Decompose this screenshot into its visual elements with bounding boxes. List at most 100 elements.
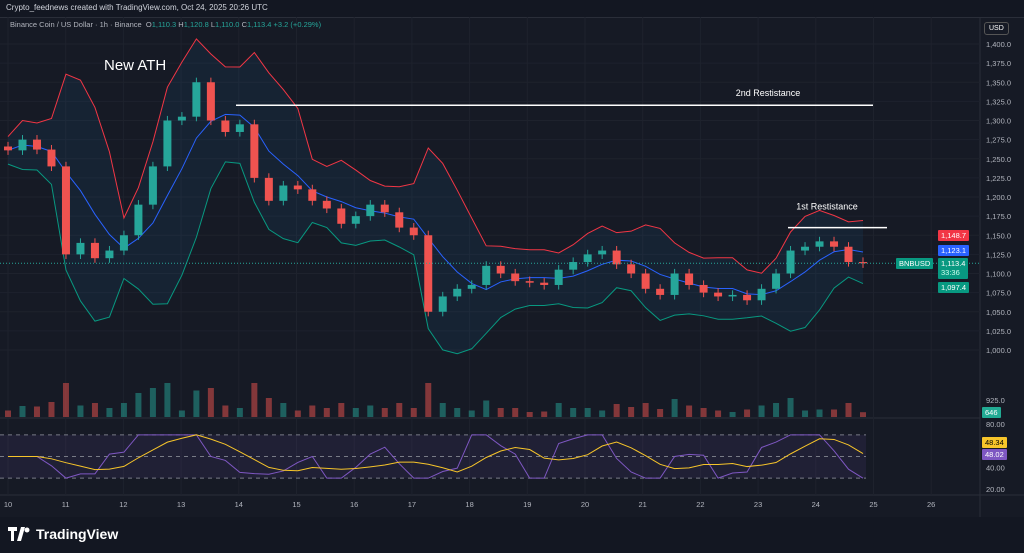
volume-bar (207, 388, 214, 417)
candle (221, 120, 230, 132)
candle (757, 288, 766, 301)
candle (119, 235, 128, 251)
volume-bar (367, 405, 374, 417)
candle (293, 185, 302, 190)
candle (772, 273, 781, 289)
candle (453, 288, 462, 297)
candle (641, 273, 650, 289)
price-chart[interactable]: 1,000.0 1,025.0 1,050.0 1,075.0 1,100.0 1,125… (0, 0, 1024, 517)
volume-bar (164, 383, 171, 417)
price-tag: 1,113.4 33:36 (938, 258, 969, 279)
volume-bar (744, 409, 751, 417)
chart-credit: Crypto_feednews created with TradingView… (6, 3, 268, 12)
volume-bar (483, 400, 490, 417)
y-tick-label: 1,000.0 (986, 346, 1011, 355)
volume-bar (555, 403, 562, 417)
brand-name: TradingView (36, 526, 119, 542)
volume-bar (120, 403, 127, 417)
candle (511, 273, 520, 282)
candle (105, 250, 114, 259)
ohlc-legend: Binance Coin / US Dollar · 1h · Binance … (10, 20, 322, 29)
volume-bar (613, 404, 620, 417)
resistance-1-label: 1st Restistance (796, 202, 858, 212)
x-tick-label: 11 (62, 500, 70, 509)
volume-bar (642, 403, 649, 417)
rsi-tick-label: 20.00 (986, 485, 1005, 494)
candle (728, 294, 737, 297)
volume-bar (135, 393, 142, 417)
volume-bar (787, 398, 794, 417)
candle (699, 284, 708, 293)
candle (815, 241, 824, 247)
volume-bar (599, 410, 606, 417)
candle (612, 250, 621, 265)
volume-bar (236, 408, 243, 417)
candle (554, 269, 563, 285)
x-tick-label: 20 (581, 500, 589, 509)
candle (583, 254, 592, 263)
volume-bar (439, 403, 446, 417)
volume-bar (48, 402, 55, 417)
x-tick-label: 10 (4, 500, 12, 509)
candle (525, 281, 534, 283)
x-tick-label: 13 (177, 500, 185, 509)
x-tick-label: 12 (119, 500, 127, 509)
price-value: 1,113.4 (941, 259, 966, 268)
candle (685, 273, 694, 285)
volume-bar (106, 408, 113, 417)
candle (250, 124, 259, 178)
bollinger-fill (8, 38, 863, 354)
candle (395, 212, 404, 228)
x-tick-label: 22 (696, 500, 704, 509)
volume-bar (280, 403, 287, 417)
volume-bar (251, 383, 258, 417)
candle (438, 296, 447, 312)
candle (177, 116, 186, 121)
y-tick-label: 1,100.0 (986, 270, 1011, 279)
rsi-ma-tag: 48.34 (982, 437, 1007, 448)
volume-bar (584, 408, 591, 417)
y-tick-label: 1,125.0 (986, 250, 1011, 259)
candle (308, 189, 317, 201)
volume-bar (309, 405, 316, 417)
rsi-tick-label: 40.00 (986, 463, 1005, 472)
basis-tag: 1,123.1 (938, 245, 970, 256)
volume-bar (19, 406, 26, 417)
candle (496, 265, 505, 274)
tradingview-logo-icon (8, 527, 30, 541)
lower-band-tag: 1,097.4 (938, 282, 970, 293)
currency-button[interactable]: USD (984, 22, 1009, 35)
chart-frame[interactable] (0, 17, 1024, 517)
volume-bar (425, 383, 432, 417)
symbol-tag: BNBUSD (896, 258, 934, 269)
volume-bar (294, 410, 301, 417)
y-tick-label: 1,175.0 (986, 212, 1011, 221)
tradingview-logo[interactable]: TradingView (8, 526, 118, 542)
open-value: 1,110.3 (151, 20, 177, 29)
candle (235, 124, 244, 132)
volume-bar (570, 408, 577, 417)
upper-band-tag: 1,148.7 (938, 230, 970, 241)
candle (32, 139, 41, 150)
volume-bar (729, 412, 736, 417)
y-tick-label: 1,300.0 (986, 117, 1011, 126)
candle (163, 120, 172, 167)
y-tick-label: 1,050.0 (986, 308, 1011, 317)
volume-bar (323, 408, 330, 417)
volume-bar (671, 399, 678, 417)
bollinger-upper-line (7, 38, 864, 274)
volume-bar (62, 383, 69, 417)
candle (409, 227, 418, 236)
volume-bar (860, 412, 866, 417)
change-value: +3.2 (+0.29%) (273, 20, 322, 29)
volume-bar (338, 403, 345, 417)
volume-bar (700, 408, 707, 417)
volume-bar (715, 410, 722, 417)
candle (801, 246, 810, 251)
resistance-2-label: 2nd Restistance (736, 88, 801, 98)
candle (743, 294, 752, 301)
candle (482, 265, 491, 285)
rsi-tick-label: 80.00 (986, 420, 1005, 429)
candle (540, 282, 549, 285)
volume-bar (149, 388, 156, 417)
